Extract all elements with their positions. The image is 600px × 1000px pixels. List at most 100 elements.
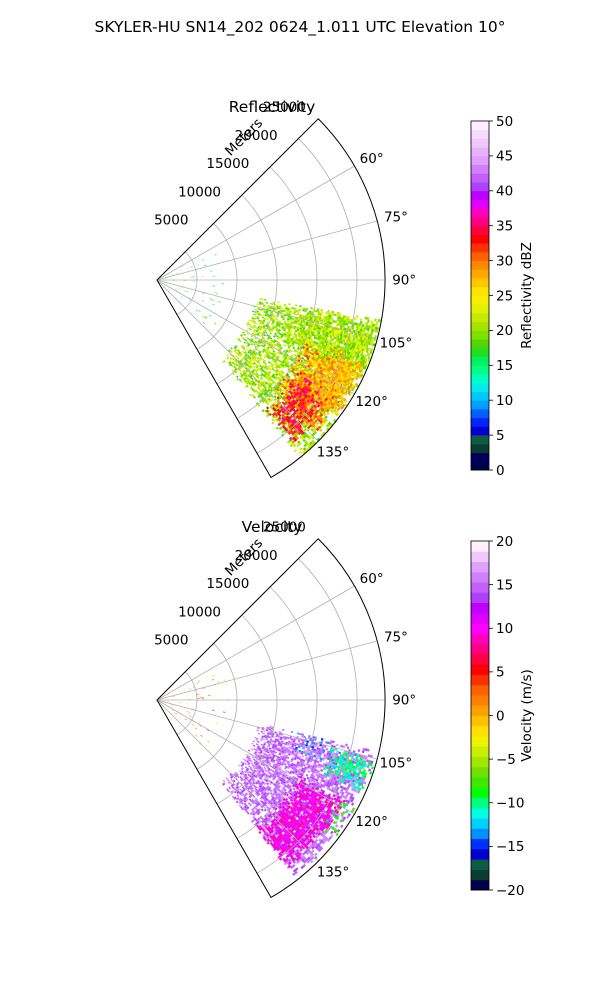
radar-gate — [247, 344, 250, 347]
radar-gate — [238, 360, 242, 364]
radar-gate — [272, 325, 276, 328]
radar-gate — [258, 319, 261, 322]
radar-gate — [325, 340, 329, 344]
radar-gate — [311, 429, 316, 433]
radar-gate — [364, 343, 368, 347]
radar-gate — [296, 313, 300, 316]
radar-gate — [261, 322, 265, 325]
radar-gate — [255, 351, 258, 355]
radar-gate — [368, 347, 372, 351]
radar-gate — [327, 310, 330, 313]
radar-gate — [248, 379, 251, 383]
radar-gate — [314, 343, 318, 347]
radar-gate — [263, 317, 267, 320]
radar-gate — [261, 309, 265, 312]
radar-gate — [314, 351, 317, 355]
radar-gate — [364, 327, 368, 331]
radar-gate — [302, 435, 307, 439]
radar-gate — [263, 344, 266, 347]
radar-gate — [290, 339, 294, 343]
radar-gate — [353, 317, 357, 321]
radar-gate — [289, 325, 292, 329]
radar-gate — [253, 368, 256, 371]
radar-gate — [283, 334, 286, 338]
radar-gate — [301, 353, 305, 357]
radar-gate — [272, 318, 276, 321]
radar-gate — [260, 320, 263, 323]
radar-gate — [230, 362, 234, 365]
radar-gate — [289, 329, 293, 333]
radar-gate — [376, 327, 379, 331]
radar-gate — [251, 394, 255, 398]
radar-gate — [319, 343, 323, 347]
radar-gate — [261, 350, 265, 354]
radar-gate — [280, 328, 284, 331]
radar-gate — [371, 326, 375, 330]
radar-gate — [290, 337, 294, 341]
radar-gate — [284, 382, 288, 386]
radar-gate — [237, 764, 241, 767]
radar-gate — [309, 316, 313, 320]
radar-gate — [244, 354, 248, 358]
radar-gate — [294, 329, 298, 333]
radar-gate — [287, 329, 291, 332]
radar-gate — [332, 408, 336, 412]
radar-gate — [286, 337, 290, 341]
radar-gate — [304, 317, 308, 320]
radar-gate — [317, 337, 320, 341]
radar-gate — [330, 345, 334, 349]
radar-gate — [286, 341, 290, 345]
colorbar-tick-label: 40 — [496, 184, 513, 200]
radar-gate — [213, 292, 217, 294]
radar-gate — [270, 317, 274, 321]
colorbar-segment — [471, 190, 489, 200]
radar-gate — [321, 362, 325, 366]
radar-gate — [286, 736, 290, 740]
radar-gate — [243, 374, 247, 378]
radar-gate — [264, 362, 267, 366]
radar-gate — [268, 370, 272, 374]
radar-gate — [273, 344, 276, 348]
radar-gate — [323, 315, 327, 319]
radar-gate — [294, 304, 298, 307]
radar-gate — [313, 363, 317, 367]
radar-gate — [367, 356, 371, 360]
radar-gate — [264, 305, 268, 308]
radar-gate — [239, 339, 242, 343]
radar-gate — [244, 370, 248, 374]
radar-gate — [205, 315, 208, 318]
radar-gate — [296, 348, 300, 352]
radar-gate — [326, 338, 330, 342]
radar-gate — [253, 390, 256, 394]
radar-gate — [278, 304, 282, 307]
radar-gate — [283, 344, 287, 347]
radar-gate — [303, 330, 306, 334]
radar-gate — [265, 340, 269, 343]
radar-gate — [319, 334, 323, 337]
radar-gate — [317, 312, 321, 315]
radar-gate — [315, 335, 319, 338]
radar-gate — [237, 361, 241, 365]
radar-gate — [272, 408, 276, 412]
radar-gate — [280, 339, 284, 342]
radar-gate — [315, 341, 319, 345]
radar-gate — [226, 357, 229, 360]
radar-gate — [310, 443, 315, 447]
radar-gate — [302, 338, 306, 342]
radar-gate — [252, 359, 256, 362]
radar-gate — [306, 357, 310, 361]
radar-gate — [286, 343, 290, 347]
radar-gate — [257, 359, 261, 363]
radar-gate — [311, 327, 314, 330]
radar-gate — [292, 787, 296, 791]
radar-gate — [254, 332, 257, 335]
radar-gate — [287, 323, 291, 326]
radar-gate — [273, 308, 277, 311]
radar-gate — [321, 367, 325, 371]
radar-gate — [231, 355, 235, 358]
radar-gate — [365, 346, 369, 351]
radar-gate — [327, 341, 331, 345]
radar-gate — [209, 298, 213, 300]
radar-gate — [340, 324, 343, 327]
radar-gate — [285, 322, 289, 326]
